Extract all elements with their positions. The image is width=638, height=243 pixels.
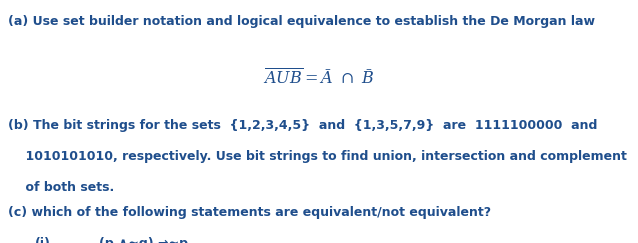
- Text: 1010101010, respectively. Use bit strings to find union, intersection and comple: 1010101010, respectively. Use bit string…: [8, 150, 627, 163]
- Text: (i): (i): [35, 237, 51, 243]
- Text: (c) which of the following statements are equivalent/not equivalent?: (c) which of the following statements ar…: [8, 206, 491, 219]
- Text: $\overline{AUB} = \bar{A}\ \cap\ \bar{B}$: $\overline{AUB} = \bar{A}\ \cap\ \bar{B}…: [263, 68, 375, 88]
- Text: (b) The bit strings for the sets  {1,2,3,4,5}  and  {1,3,5,7,9}  are  1111100000: (b) The bit strings for the sets {1,2,3,…: [8, 119, 597, 132]
- Text: of both sets.: of both sets.: [8, 181, 114, 194]
- Text: (a) Use set builder notation and logical equivalence to establish the De Morgan : (a) Use set builder notation and logical…: [8, 15, 595, 27]
- Text: (p ∧~q) →~p: (p ∧~q) →~p: [99, 237, 188, 243]
